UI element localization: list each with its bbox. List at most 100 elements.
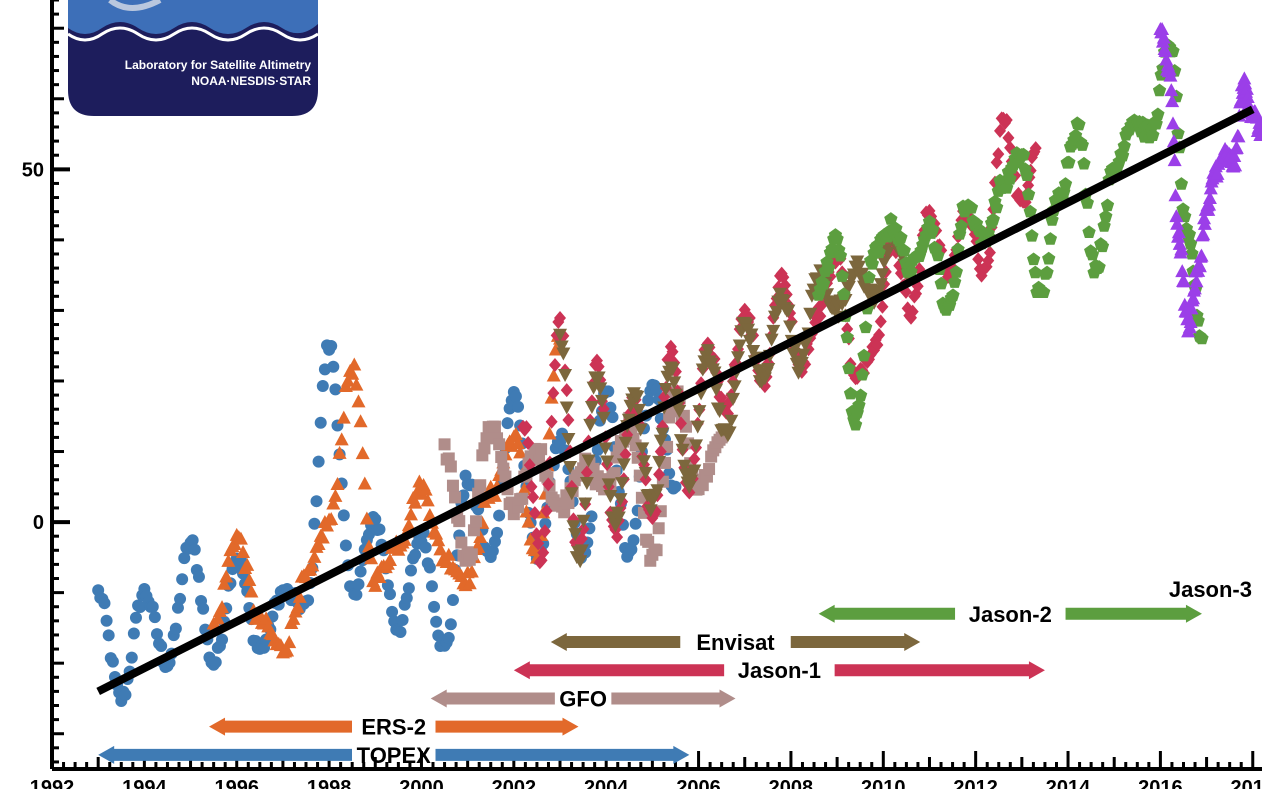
jason-2-point (949, 265, 964, 278)
jason-1-point (545, 414, 558, 429)
jason-3-point (1240, 90, 1255, 104)
envisat-point (631, 403, 646, 417)
jason-1-point (982, 253, 995, 268)
envisat-point (700, 344, 715, 358)
jason-1-point (592, 359, 605, 374)
jason-2-point (1075, 138, 1089, 151)
jason-2-point (1016, 147, 1031, 161)
ers-2-point (349, 377, 364, 391)
ers-2-point (401, 518, 416, 532)
jason-2-point (894, 230, 908, 244)
envisat-point (601, 478, 616, 492)
x-tick-label: 2000 (399, 777, 444, 789)
envisat-point (574, 544, 589, 558)
topex-point (329, 383, 342, 396)
logo-wave-line (67, 26, 319, 42)
mission-arrow-left-jason-1 (513, 661, 725, 680)
jason-1-point (814, 309, 827, 324)
jason-3-point (1196, 227, 1211, 241)
mission-spans: TOPEX ERS-2 GFO Jason-1 Envisat Jason-2 Jason-… (98, 577, 1252, 768)
topex-point (509, 390, 522, 403)
jason-3-point (1197, 216, 1212, 230)
jason-2-point (1146, 128, 1160, 141)
jason-1-point (871, 338, 884, 353)
jason-1-point (542, 477, 555, 492)
envisat-point (636, 455, 651, 469)
ers-2-point (431, 533, 446, 547)
jason-2-point (1040, 265, 1054, 279)
jason-1-point (554, 310, 567, 325)
jason-2-point (817, 276, 831, 290)
jason-3-point (1171, 225, 1186, 239)
topex-point (106, 655, 119, 668)
envisat-point (591, 371, 606, 385)
topex-point (169, 622, 182, 635)
topex-point (425, 580, 438, 593)
mission-arrow-left-gfo (430, 689, 555, 708)
topex-point (486, 545, 499, 558)
envisat-point (791, 366, 806, 380)
topex-point (383, 588, 396, 601)
ers-2-point (219, 569, 234, 583)
envisat-point (553, 328, 568, 342)
jason-2-point (1003, 172, 1017, 185)
jason-2-point (857, 348, 871, 362)
topex-point (625, 543, 638, 556)
envisat-point (761, 363, 776, 377)
mission-arrow-left-topex (98, 745, 353, 764)
jason-2-point (835, 269, 849, 282)
envisat-point (675, 443, 690, 457)
topex-point (602, 385, 615, 398)
jason-3-point (1227, 149, 1242, 163)
ers-2-point (259, 611, 274, 625)
jason-2-point (1183, 236, 1198, 250)
jason-2-point (1062, 155, 1076, 169)
jason-1-point (562, 412, 575, 427)
jason-1-point (525, 479, 538, 494)
ers-2-point (353, 414, 368, 428)
topex-point (188, 543, 201, 556)
envisat-point (764, 333, 779, 347)
envisat-point (583, 418, 598, 432)
topex-point (129, 611, 142, 624)
envisat-point (616, 458, 631, 472)
mission-arrow-right-envisat (790, 633, 921, 652)
envisat-point (638, 466, 653, 480)
jason-1-point (674, 416, 687, 431)
jason-2-point (897, 243, 911, 257)
gfo-point (507, 508, 520, 521)
topex-point (512, 400, 525, 413)
topex-point (352, 578, 365, 591)
envisat-point (803, 307, 818, 321)
gfo-point (499, 470, 512, 483)
ers-2-point (286, 611, 301, 625)
topex-point (539, 517, 552, 530)
jason-2-point (1092, 260, 1106, 273)
envisat-point (581, 454, 596, 468)
envisat-point (851, 260, 866, 274)
ers-2-point (368, 578, 383, 592)
gfo-point (703, 463, 716, 476)
jason-2-point (1042, 251, 1056, 265)
jason-2-point (889, 221, 903, 235)
envisat-point (596, 411, 611, 425)
jason-3-point (1194, 248, 1209, 262)
jason-2-point (865, 256, 880, 270)
jason-2-point (1185, 246, 1199, 260)
envisat-point (742, 334, 757, 348)
mission-label-jason-1: Jason-1 (738, 658, 821, 683)
envisat-point (652, 455, 667, 469)
jason-2-point (859, 320, 873, 334)
mission-arrow-left-ers-2 (209, 717, 353, 736)
gfo-point (652, 522, 665, 535)
envisat-point (690, 420, 705, 434)
envisat-point (722, 426, 737, 440)
topex-point (302, 594, 315, 607)
x-tick-label: 2006 (676, 777, 721, 789)
topex-point (339, 539, 352, 552)
jason-3-point (1210, 166, 1225, 180)
ers-2-point (305, 558, 320, 572)
envisat-point (707, 366, 722, 380)
topex-point (606, 411, 619, 424)
jason-2-point (1020, 168, 1034, 182)
